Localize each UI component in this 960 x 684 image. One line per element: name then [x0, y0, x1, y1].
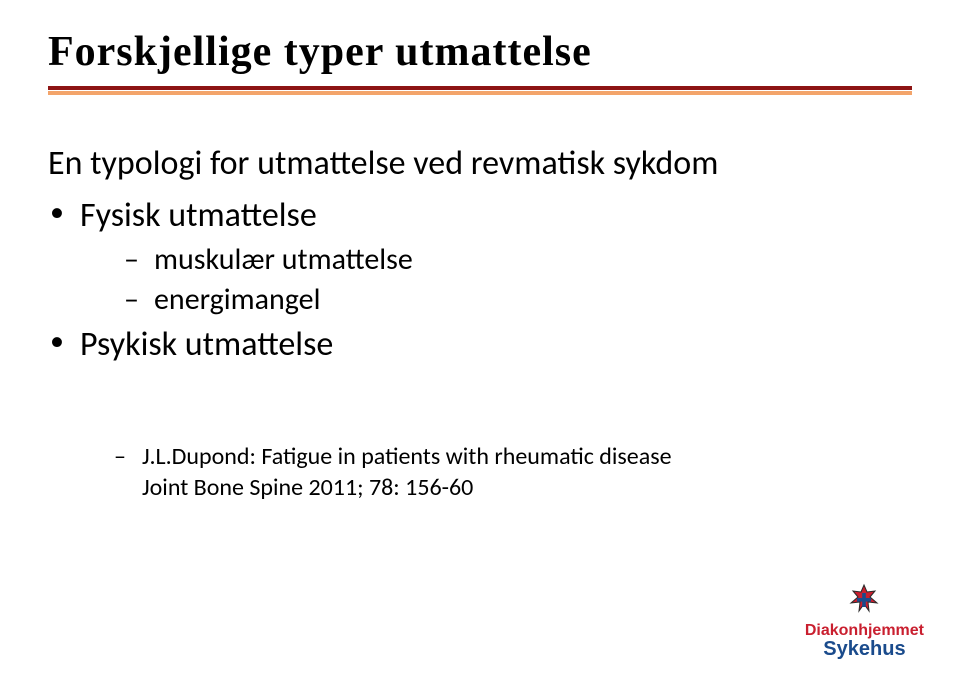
rule-light	[48, 91, 912, 95]
bullet-physical-label: Fysisk utmattelse	[80, 195, 317, 236]
slide-body: En typologi for utmattelse ved revmatisk…	[48, 143, 912, 503]
title-rule	[48, 86, 912, 95]
logo-brand-line1: Diakonhjemmet	[805, 623, 924, 639]
sub-energy: energimangel	[80, 280, 912, 321]
sublist-physical: muskulær utmattelse energimangel	[80, 240, 912, 321]
bullet-list: Fysisk utmattelse muskulær utmattelse en…	[48, 194, 912, 367]
rule-dark	[48, 86, 912, 90]
sub-muscular: muskulær utmattelse	[80, 240, 912, 281]
citation: J.L.Dupond: Fatigue in patients with rhe…	[48, 441, 912, 503]
logo-icon	[842, 581, 886, 621]
slide-title: Forskjellige typer utmattelse	[48, 28, 912, 76]
bullet-physical: Fysisk utmattelse muskulær utmattelse en…	[48, 194, 912, 321]
citation-line2: Joint Bone Spine 2011; 78: 156-60	[48, 472, 912, 503]
bullet-psych: Psykisk utmattelse	[48, 323, 912, 367]
hospital-logo: Diakonhjemmet Sykehus	[805, 581, 924, 660]
lead-text: En typologi for utmattelse ved revmatisk…	[48, 143, 912, 186]
citation-list: J.L.Dupond: Fatigue in patients with rhe…	[48, 441, 912, 503]
slide: Forskjellige typer utmattelse En typolog…	[0, 0, 960, 684]
logo-brand-line2: Sykehus	[805, 639, 924, 660]
citation-line1: J.L.Dupond: Fatigue in patients with rhe…	[48, 441, 912, 472]
bullet-psych-label: Psykisk utmattelse	[80, 324, 333, 365]
